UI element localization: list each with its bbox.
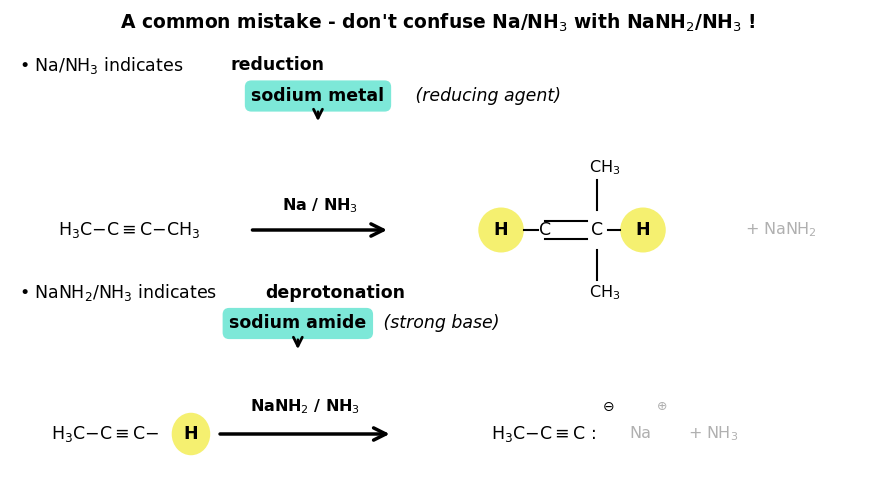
Ellipse shape xyxy=(620,208,666,252)
Text: H: H xyxy=(494,221,508,239)
Text: • NaNH$_2$/NH$_3$ indicates: • NaNH$_2$/NH$_3$ indicates xyxy=(19,282,218,303)
Text: Na / NH$_3$: Na / NH$_3$ xyxy=(282,196,357,216)
Text: A common mistake - don't confuse Na/NH$_3$ with NaNH$_2$/NH$_3$ !: A common mistake - don't confuse Na/NH$_… xyxy=(120,12,756,34)
Text: H$_3$C$-$C$\equiv$C :: H$_3$C$-$C$\equiv$C : xyxy=(491,424,596,444)
Text: $\ominus$: $\ominus$ xyxy=(602,400,614,413)
Text: CH$_3$: CH$_3$ xyxy=(589,283,620,302)
Text: C: C xyxy=(539,221,551,239)
Text: H$_3$C$-$C$\equiv$C$-$: H$_3$C$-$C$\equiv$C$-$ xyxy=(51,424,159,444)
Text: H$_3$C$-$C$\equiv$C$-$CH$_3$: H$_3$C$-$C$\equiv$C$-$CH$_3$ xyxy=(59,220,201,240)
Text: sodium metal: sodium metal xyxy=(251,87,385,105)
Text: sodium amide: sodium amide xyxy=(230,314,366,332)
Text: reduction: reduction xyxy=(230,56,324,74)
Text: NaNH$_2$ / NH$_3$: NaNH$_2$ / NH$_3$ xyxy=(250,397,360,416)
Text: (strong base): (strong base) xyxy=(378,314,500,332)
Text: H: H xyxy=(184,425,198,443)
Text: + NH$_3$: + NH$_3$ xyxy=(688,424,738,444)
Text: CH$_3$: CH$_3$ xyxy=(589,158,620,177)
Text: Na: Na xyxy=(629,426,651,442)
Text: H: H xyxy=(636,221,650,239)
Text: $\oplus$: $\oplus$ xyxy=(656,400,667,413)
Text: + NaNH$_2$: + NaNH$_2$ xyxy=(745,220,816,240)
Text: • Na/NH$_3$ indicates: • Na/NH$_3$ indicates xyxy=(19,54,184,76)
Ellipse shape xyxy=(172,413,210,455)
Text: C: C xyxy=(591,221,604,239)
Ellipse shape xyxy=(478,208,524,252)
Text: (reducing agent): (reducing agent) xyxy=(410,87,561,105)
Text: deprotonation: deprotonation xyxy=(265,284,406,302)
